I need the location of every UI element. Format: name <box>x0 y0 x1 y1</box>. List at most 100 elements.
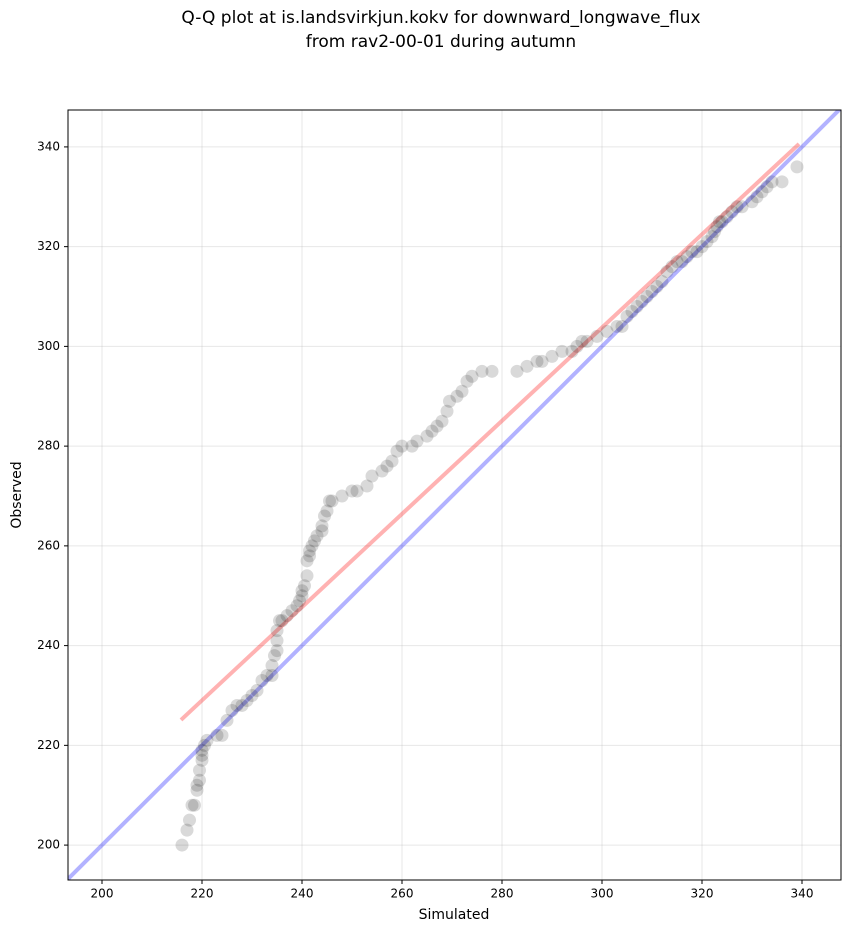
point <box>705 230 719 244</box>
point <box>315 519 329 533</box>
point <box>193 763 206 777</box>
y-axis-label: Observed <box>9 461 25 528</box>
point <box>645 285 659 299</box>
point <box>190 778 204 792</box>
point <box>260 669 274 683</box>
x-tick-label: 260 <box>391 887 414 901</box>
point <box>625 304 639 318</box>
point <box>180 823 194 837</box>
point <box>270 634 284 648</box>
point <box>640 290 654 304</box>
point <box>510 364 524 378</box>
point <box>235 698 249 712</box>
point <box>650 280 664 294</box>
point <box>450 389 464 403</box>
point <box>335 489 349 503</box>
point <box>405 439 419 453</box>
point <box>273 614 286 628</box>
point <box>305 539 319 553</box>
point <box>265 659 279 673</box>
point <box>188 798 201 812</box>
y-tick-label: 320 <box>37 239 60 253</box>
point <box>225 703 239 717</box>
point <box>183 813 196 827</box>
point <box>520 359 534 373</box>
point <box>200 733 214 747</box>
point <box>665 260 679 274</box>
point <box>708 225 721 239</box>
point <box>268 649 281 663</box>
point <box>310 529 324 543</box>
point <box>713 215 726 229</box>
point <box>530 354 544 368</box>
x-tick-label: 220 <box>191 887 214 901</box>
point <box>270 644 284 658</box>
y-tick-label: 240 <box>37 638 60 652</box>
point <box>485 364 499 378</box>
point <box>695 240 709 254</box>
x-tick-label: 340 <box>791 887 814 901</box>
point <box>680 250 694 264</box>
point <box>765 175 779 189</box>
point <box>300 554 314 568</box>
point <box>193 773 206 787</box>
y-tick-label: 260 <box>37 538 60 552</box>
point <box>443 394 456 408</box>
point <box>375 464 389 478</box>
x-tick-label: 280 <box>491 887 514 901</box>
chart-title: from rav2-00-01 during autumn <box>306 32 576 52</box>
point <box>610 319 624 333</box>
point <box>360 479 374 493</box>
point <box>565 344 579 358</box>
y-tick-label: 280 <box>37 439 60 453</box>
chart-title: Q-Q plot at is.landsvirkjun.kokv for dow… <box>181 8 700 28</box>
point <box>275 614 289 628</box>
point <box>685 245 699 259</box>
point <box>285 604 299 618</box>
point <box>410 434 424 448</box>
x-tick-label: 300 <box>591 887 614 901</box>
plot-area <box>68 110 841 880</box>
point <box>555 344 569 358</box>
point <box>293 594 306 608</box>
point <box>175 838 189 852</box>
point <box>303 544 316 558</box>
x-tick-label: 200 <box>91 887 114 901</box>
x-tick-label: 240 <box>291 887 314 901</box>
point <box>465 369 479 383</box>
point <box>455 384 469 398</box>
point <box>385 454 399 468</box>
x-axis-label: Simulated <box>419 907 490 923</box>
point <box>535 354 549 368</box>
point <box>255 674 269 688</box>
point <box>345 484 359 498</box>
point <box>198 738 211 752</box>
point <box>700 235 714 249</box>
point <box>325 494 339 508</box>
point <box>323 494 336 508</box>
point <box>600 324 614 338</box>
point <box>195 743 209 757</box>
point <box>440 404 454 418</box>
point <box>630 299 644 313</box>
point <box>300 569 314 583</box>
reference-line <box>179 142 801 722</box>
point <box>390 444 404 458</box>
point <box>295 584 309 598</box>
point <box>215 728 229 742</box>
point <box>735 200 749 214</box>
point <box>318 509 331 523</box>
point <box>750 190 764 204</box>
point <box>730 200 744 214</box>
point <box>430 419 444 433</box>
point <box>220 713 234 727</box>
point <box>365 469 379 483</box>
point <box>195 753 209 767</box>
point <box>670 255 684 269</box>
point <box>320 504 334 518</box>
point <box>245 688 259 702</box>
point <box>185 798 199 812</box>
point <box>298 579 311 593</box>
point <box>635 295 649 309</box>
